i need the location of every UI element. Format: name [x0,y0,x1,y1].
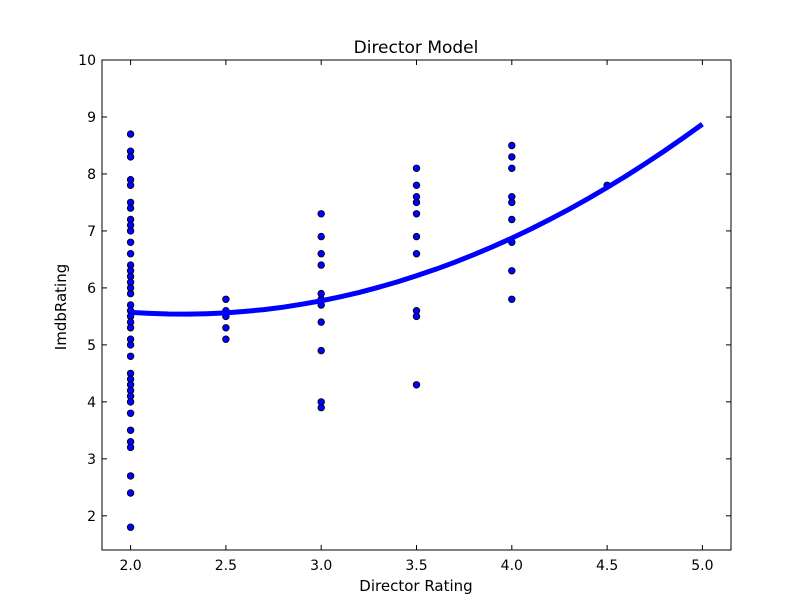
data-point [317,210,325,218]
data-point [412,198,421,207]
plot-area: 2.0 2.5 3.0 3.5 4.0 4.5 5.0 2 3 4 5 6 7 8 9 10 [78,53,732,574]
x-tick-label: 5.0 [691,558,713,574]
data-point [317,249,325,258]
data-point [126,472,135,480]
data-point [126,153,135,161]
data-point [412,312,421,321]
data-point [412,181,421,189]
data-point [317,318,325,326]
x-tick-label: 4.5 [596,558,618,574]
y-tick-label: 10 [78,53,96,69]
data-point [508,295,516,303]
data-point [508,153,516,161]
data-point [222,295,230,303]
data-point [126,238,135,246]
x-tick-label: 3.0 [310,558,332,574]
y-axis-label: ImdbRating [52,264,70,350]
data-point [508,215,516,224]
data-point [222,324,230,332]
data-point [317,232,325,241]
data-point [126,352,135,360]
y-tick-label: 6 [87,281,96,297]
y-tick-label: 9 [87,110,96,126]
data-point [317,346,325,355]
x-tick-label: 4.0 [501,558,523,574]
y-tick-label: 4 [87,395,96,411]
y-tick-label: 8 [87,167,96,183]
data-point [126,227,135,235]
y-tick-label: 5 [87,338,96,354]
x-tick-label: 2.5 [215,558,237,574]
data-point [412,164,421,172]
data-point [126,426,135,434]
data-point [508,141,516,150]
data-point [126,324,135,332]
chart-title: Director Model [354,38,479,58]
data-point [126,181,135,189]
data-point [126,489,135,497]
data-point [317,261,325,269]
data-point [126,204,135,212]
data-point [126,249,135,258]
data-point [222,335,230,343]
data-point [126,398,135,406]
x-axis-label: Director Rating [359,577,472,595]
data-point [508,198,516,207]
data-point [508,164,516,172]
data-point [126,130,135,138]
data-point [126,443,135,452]
data-point [126,409,135,417]
data-point [412,381,421,389]
x-tick-label: 3.5 [405,558,427,574]
data-point [508,267,516,275]
x-tick-label: 2.0 [119,558,141,574]
fit-curve [130,122,704,317]
data-point [412,232,421,241]
data-point [126,289,135,298]
data-point [317,403,325,412]
data-point [126,341,135,349]
y-tick-label: 7 [87,224,96,240]
data-point [412,210,421,218]
data-point [412,249,421,258]
plot-frame [101,59,732,551]
data-point [126,523,135,531]
y-tick-label: 2 [87,509,96,525]
y-tick-label: 3 [87,452,96,468]
